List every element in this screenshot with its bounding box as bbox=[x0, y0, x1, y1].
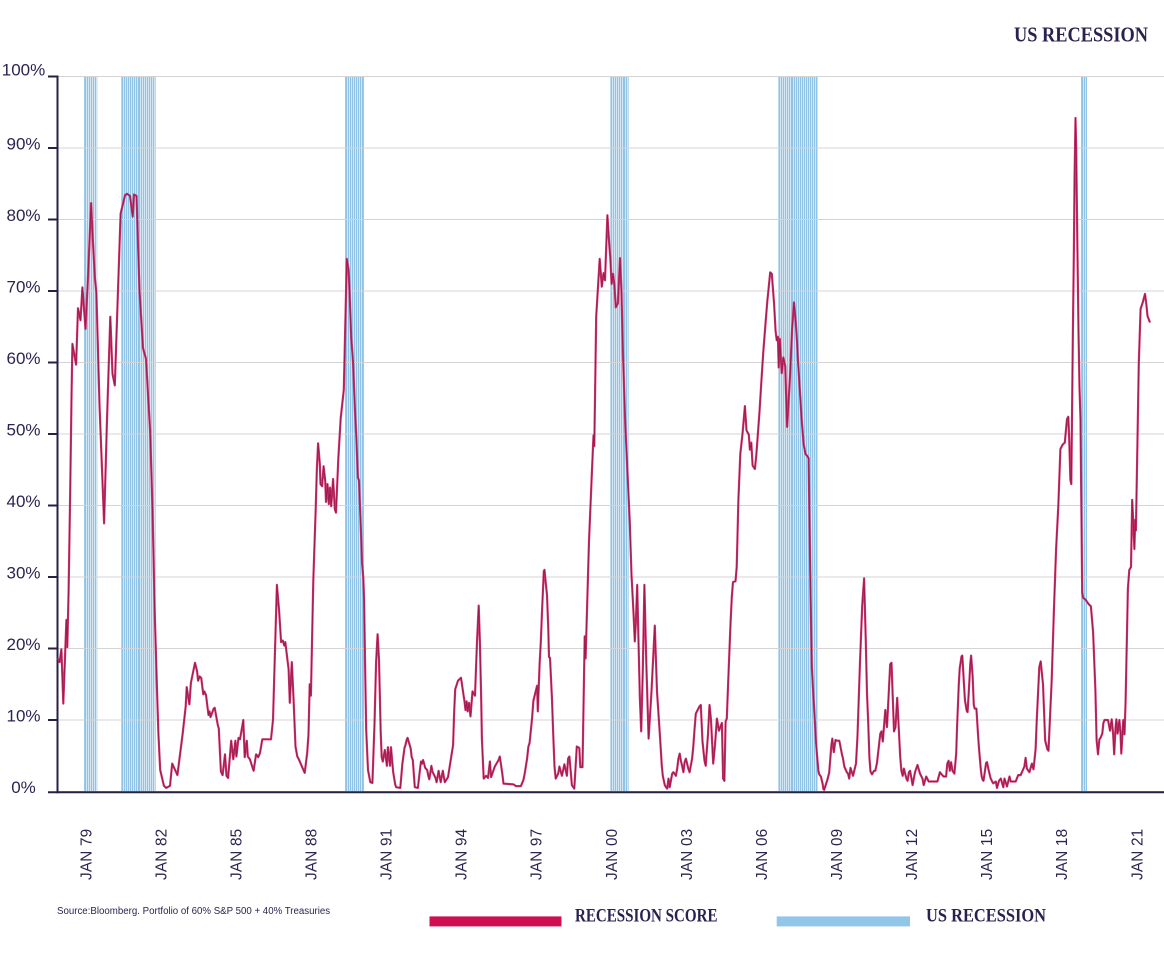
svg-text:90%: 90% bbox=[6, 135, 40, 154]
svg-text:JAN 15: JAN 15 bbox=[979, 829, 996, 880]
svg-text:US RECESSION: US RECESSION bbox=[1014, 23, 1148, 47]
svg-text:JAN 94: JAN 94 bbox=[454, 828, 471, 880]
svg-text:30%: 30% bbox=[6, 564, 40, 583]
svg-text:US RECESSION: US RECESSION bbox=[926, 906, 1046, 927]
svg-text:0%: 0% bbox=[11, 778, 36, 797]
svg-text:Source:Bloomberg. Portfolio of: Source:Bloomberg. Portfolio of 60% S&P 5… bbox=[57, 906, 330, 917]
svg-text:80%: 80% bbox=[6, 206, 40, 225]
svg-text:JAN 82: JAN 82 bbox=[153, 829, 170, 880]
svg-text:60%: 60% bbox=[6, 349, 40, 368]
svg-text:JAN 09: JAN 09 bbox=[829, 829, 846, 880]
svg-text:JAN 12: JAN 12 bbox=[904, 829, 921, 880]
svg-text:40%: 40% bbox=[6, 492, 40, 511]
svg-text:JAN 03: JAN 03 bbox=[679, 829, 696, 880]
svg-text:JAN 18: JAN 18 bbox=[1054, 829, 1071, 880]
svg-text:JAN 79: JAN 79 bbox=[78, 829, 95, 880]
svg-text:50%: 50% bbox=[6, 421, 40, 440]
svg-text:RECESSION SCORE: RECESSION SCORE bbox=[575, 906, 718, 927]
svg-text:10%: 10% bbox=[6, 707, 40, 726]
svg-text:JAN 85: JAN 85 bbox=[228, 829, 245, 880]
svg-text:JAN 21: JAN 21 bbox=[1129, 829, 1146, 880]
svg-text:20%: 20% bbox=[6, 635, 40, 654]
svg-text:JAN 91: JAN 91 bbox=[379, 829, 396, 880]
svg-text:70%: 70% bbox=[6, 278, 40, 297]
svg-text:JAN 00: JAN 00 bbox=[604, 829, 621, 880]
svg-text:JAN 06: JAN 06 bbox=[754, 829, 771, 880]
svg-text:JAN 88: JAN 88 bbox=[304, 829, 321, 880]
svg-text:JAN 97: JAN 97 bbox=[529, 829, 546, 880]
svg-text:100%: 100% bbox=[2, 61, 45, 80]
